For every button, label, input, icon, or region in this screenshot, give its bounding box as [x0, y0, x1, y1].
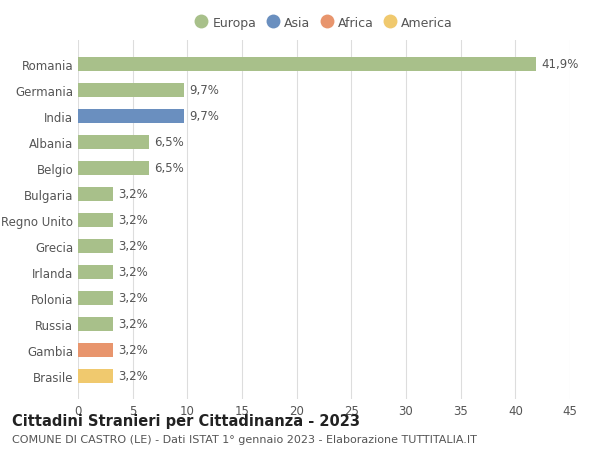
Text: 3,2%: 3,2% — [118, 214, 148, 227]
Bar — [78, 291, 113, 305]
Text: 3,2%: 3,2% — [118, 291, 148, 305]
Text: 3,2%: 3,2% — [118, 369, 148, 382]
Bar — [78, 84, 184, 98]
Bar — [78, 135, 149, 150]
Bar — [78, 343, 113, 357]
Legend: Europa, Asia, Africa, America: Europa, Asia, Africa, America — [190, 12, 458, 35]
Text: 9,7%: 9,7% — [190, 84, 220, 97]
Text: COMUNE DI CASTRO (LE) - Dati ISTAT 1° gennaio 2023 - Elaborazione TUTTITALIA.IT: COMUNE DI CASTRO (LE) - Dati ISTAT 1° ge… — [12, 434, 477, 444]
Text: 41,9%: 41,9% — [542, 58, 579, 71]
Text: Cittadini Stranieri per Cittadinanza - 2023: Cittadini Stranieri per Cittadinanza - 2… — [12, 413, 360, 428]
Bar — [78, 109, 184, 124]
Text: 9,7%: 9,7% — [190, 110, 220, 123]
Bar — [78, 187, 113, 202]
Text: 3,2%: 3,2% — [118, 343, 148, 357]
Bar — [78, 213, 113, 228]
Bar — [78, 239, 113, 253]
Text: 3,2%: 3,2% — [118, 188, 148, 201]
Bar — [78, 317, 113, 331]
Text: 3,2%: 3,2% — [118, 318, 148, 330]
Bar — [78, 369, 113, 383]
Bar — [78, 161, 149, 176]
Text: 3,2%: 3,2% — [118, 266, 148, 279]
Text: 6,5%: 6,5% — [155, 162, 184, 175]
Bar — [78, 265, 113, 280]
Text: 6,5%: 6,5% — [155, 136, 184, 149]
Text: 3,2%: 3,2% — [118, 240, 148, 253]
Bar — [78, 57, 536, 72]
